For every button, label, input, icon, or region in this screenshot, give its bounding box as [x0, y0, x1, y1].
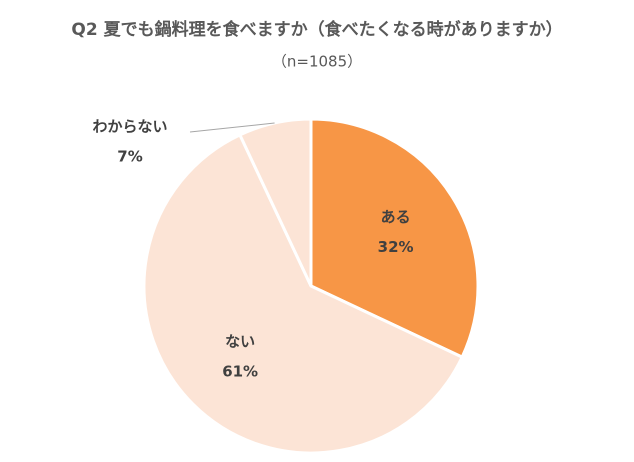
- chart-subtitle: （n=1085）: [272, 53, 362, 71]
- leader-line: [189, 122, 275, 133]
- pie-slice: [237, 117, 313, 287]
- value-label: 32%: [378, 238, 414, 256]
- category-label: ある: [381, 208, 411, 226]
- category-label: わからない: [92, 118, 167, 136]
- chart-title: Q2 夏でも鍋料理を食べますか（食べたくなる時がありますか）: [71, 19, 562, 40]
- category-label: ない: [225, 332, 255, 350]
- pie: [142, 117, 480, 455]
- pie-slice: [142, 132, 465, 455]
- value-label: 7%: [117, 148, 142, 166]
- labels: ある 32% ない 61% わからない 7%: [92, 118, 413, 381]
- pie-slice: [309, 117, 480, 360]
- value-label: 61%: [222, 362, 258, 380]
